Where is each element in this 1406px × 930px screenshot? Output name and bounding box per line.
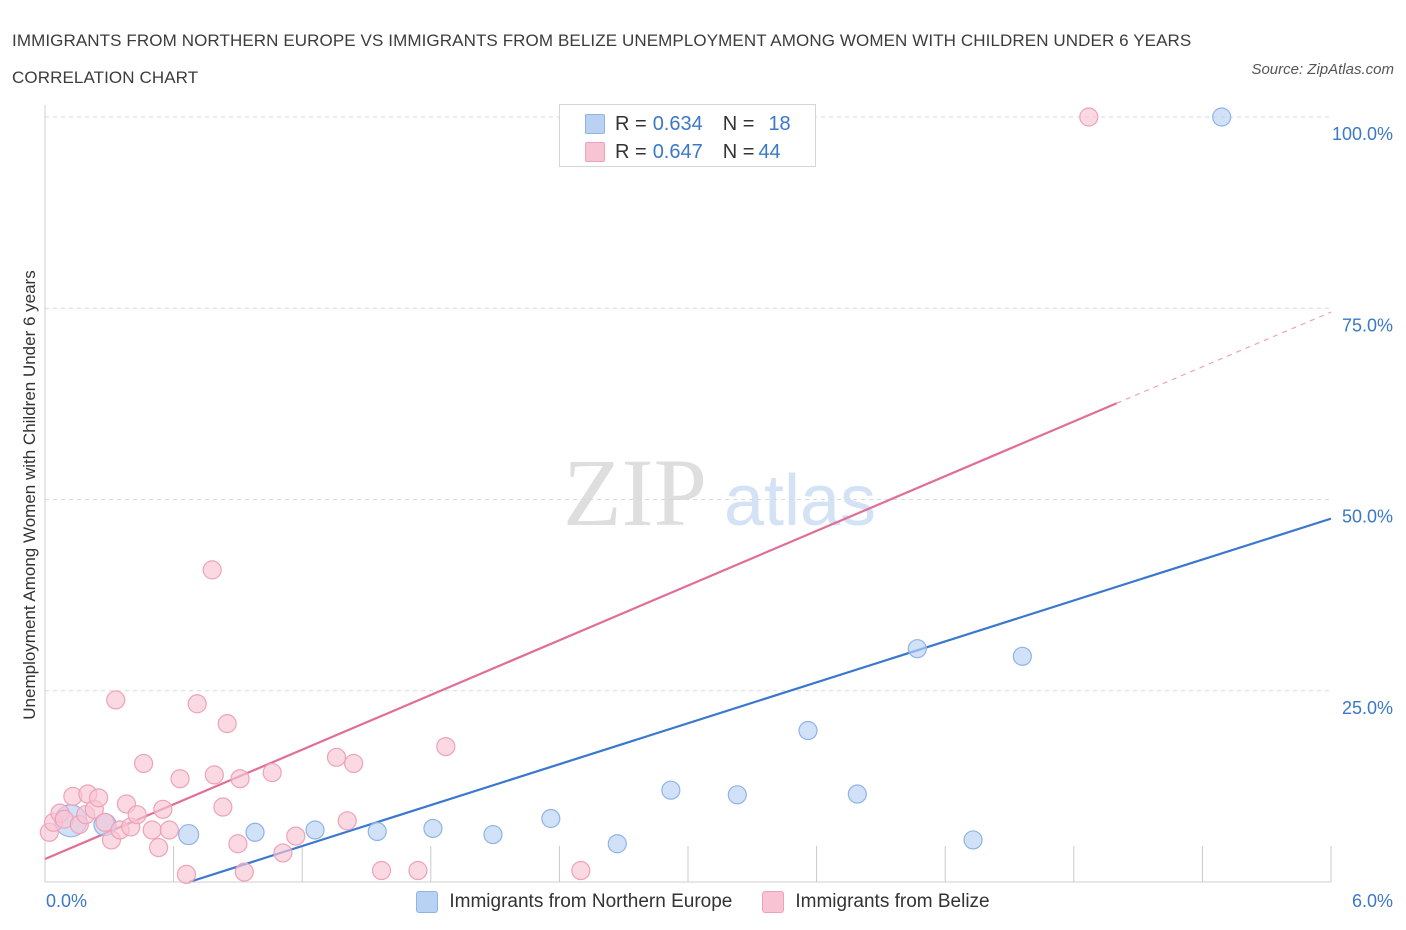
data-point-pink	[106, 690, 126, 710]
source-label: Source: ZipAtlas.com	[1251, 61, 1394, 78]
data-point-blue	[305, 820, 325, 840]
data-point-pink	[176, 864, 197, 884]
data-point-pink	[142, 820, 162, 840]
legend-r-label: R =	[615, 140, 647, 163]
data-point-pink	[337, 811, 357, 831]
grid-layer	[45, 116, 1331, 692]
data-point-pink	[148, 837, 169, 858]
data-point-blue	[727, 785, 747, 805]
legend-r-value: 0.647	[652, 140, 703, 163]
legend-n-label: N =	[722, 140, 755, 163]
data-point-blue	[907, 639, 927, 659]
data-point-pink	[95, 812, 115, 832]
legend-r-value: 0.634	[652, 112, 703, 135]
data-point-blue	[367, 821, 387, 842]
trend-line-extension-pink	[1116, 311, 1332, 404]
x-tick-label-max: 6.0%	[1351, 891, 1393, 911]
data-point-pink	[436, 736, 456, 757]
legend-row-belize: R = 0.647 N = 44	[585, 140, 781, 164]
legend-swatch-blue	[585, 114, 605, 134]
data-point-pink	[133, 753, 154, 774]
watermark-atlas: atlas	[724, 461, 876, 541]
data-point-blue	[607, 834, 627, 854]
axis-layer	[44, 105, 1332, 883]
series-legend-item-belize: Immigrants from Belize	[762, 891, 990, 913]
series-legend: Immigrants from Northern Europe Immigran…	[0, 888, 1406, 916]
legend-swatch-pink	[585, 142, 605, 162]
data-point-pink	[127, 805, 147, 825]
data-point-pink	[262, 763, 282, 783]
data-point-blue	[178, 823, 200, 846]
data-point-pink	[88, 788, 109, 808]
y-tick-labels: 25.0% 50.0% 75.0% 100.0%	[1332, 124, 1393, 718]
data-point-pink	[344, 753, 364, 774]
y-tick-label: 100.0%	[1332, 124, 1393, 144]
y-tick-label: 50.0%	[1342, 507, 1393, 527]
data-point-pink	[204, 765, 224, 785]
series-swatch-blue	[416, 891, 439, 913]
legend-r-label: R =	[615, 112, 647, 135]
data-point-pink	[213, 797, 233, 817]
chart-title: IMMIGRANTS FROM NORTHERN EUROPE VS IMMIG…	[12, 31, 1192, 87]
x-tick-label-min: 0.0%	[46, 891, 88, 911]
points-layer	[39, 107, 1232, 884]
data-point-blue	[1212, 107, 1232, 127]
data-point-blue	[847, 784, 867, 804]
data-point-blue	[483, 824, 503, 845]
legend-n-value: 44	[758, 140, 781, 163]
data-point-pink	[326, 747, 347, 767]
y-tick-label: 25.0%	[1342, 698, 1393, 718]
data-point-pink	[202, 560, 222, 580]
legend-row-northern-europe: R = 0.634 N = 18	[585, 112, 791, 136]
trend-line-pink	[44, 402, 1118, 861]
data-point-pink	[273, 843, 293, 863]
data-point-pink	[217, 714, 237, 734]
data-point-pink	[230, 769, 250, 789]
data-point-pink	[286, 826, 306, 846]
data-point-pink	[1079, 107, 1099, 127]
trend-layer	[44, 311, 1332, 884]
data-point-pink	[228, 834, 248, 854]
data-point-pink	[234, 862, 254, 882]
data-point-blue	[1012, 646, 1032, 666]
data-point-pink	[153, 799, 173, 819]
data-point-blue	[245, 822, 265, 842]
data-point-blue	[963, 830, 983, 850]
legend-n-value: 18	[768, 112, 791, 135]
data-point-pink	[371, 860, 392, 881]
series-label-northern-europe: Immigrants from Northern Europe	[449, 891, 733, 912]
y-tick-label: 75.0%	[1342, 315, 1393, 335]
data-point-blue	[661, 780, 681, 800]
series-legend-item-northern-europe: Immigrants from Northern Europe	[416, 891, 732, 913]
data-point-pink	[408, 860, 428, 881]
series-label-belize: Immigrants from Belize	[795, 891, 990, 912]
data-point-blue	[541, 808, 561, 829]
watermark: ZIP atlas	[563, 439, 876, 546]
data-point-pink	[170, 769, 190, 789]
trend-line-blue	[188, 517, 1332, 884]
data-point-pink	[187, 694, 207, 714]
series-swatch-pink	[762, 891, 785, 913]
data-point-pink	[571, 860, 591, 881]
correlation-legend: R = 0.634 N = 18 R = 0.647 N = 44	[559, 104, 816, 167]
data-point-blue	[798, 720, 818, 741]
data-point-pink	[159, 820, 179, 840]
legend-n-label: N =	[722, 112, 755, 135]
watermark-zip: ZIP	[563, 439, 707, 546]
data-point-blue	[423, 818, 443, 839]
